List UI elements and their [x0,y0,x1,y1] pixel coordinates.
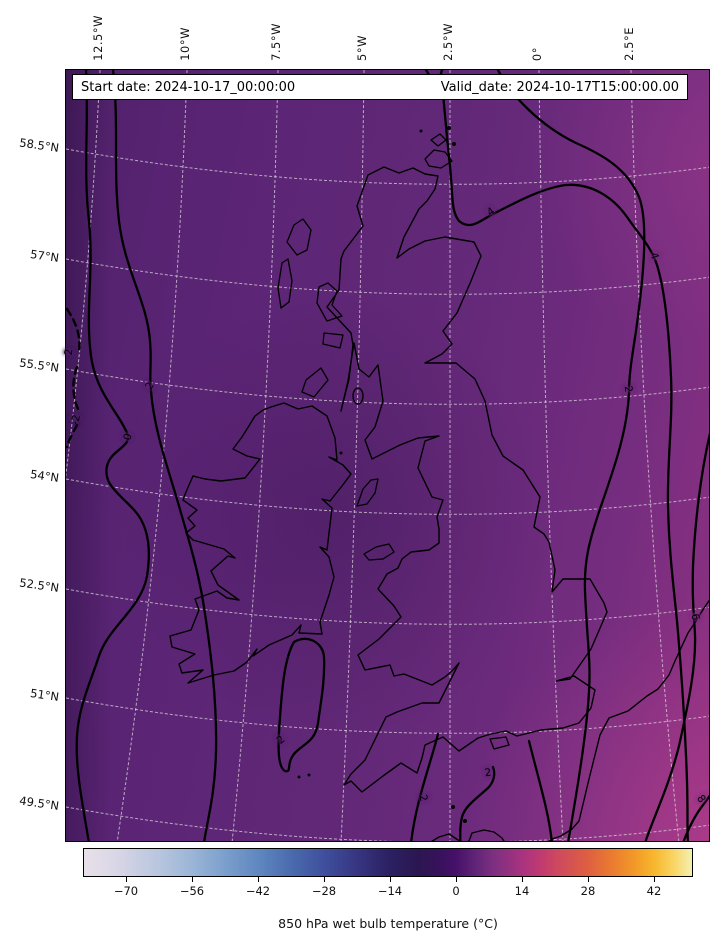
contour-label: 2 [62,348,76,356]
colorbar-tick-label: 28 [580,884,596,898]
valid-date-label: Valid_date: 2024-10-17T15:00:00.00 [440,79,679,95]
contour-lines [66,70,709,841]
contour-line-minus2 [66,307,81,449]
map-layers [66,70,709,841]
y-axis-tick-label: 52.5°N [18,575,60,595]
map-canvas [65,69,710,842]
contour-label: -2 [69,413,83,427]
y-axis-tick-label: 58.5°N [18,135,60,155]
colorbar-tick-mark [258,877,260,882]
colorbar-caption: 850 hPa wet bulb temperature (°C) [278,916,498,931]
colorbar-tick-label: −14 [377,884,403,898]
x-axis-tick-label: 12.5°W [91,15,105,61]
coastline-islands [277,126,510,823]
colorbar-tick-label: −42 [245,884,271,898]
colorbar-tick-label: 14 [514,884,530,898]
colorbar-tick-mark [126,877,128,882]
y-axis-tick-label: 57°N [29,247,60,265]
x-axis-tick-label: 0° [530,46,544,61]
colorbar-tick-mark [588,877,590,882]
colorbar-tick-mark [192,877,194,882]
contour-line-2-west [111,70,218,841]
graticule-meridians [66,70,680,841]
y-axis-tick-label: 55.5°N [18,355,60,375]
colorbar-tick-label: 42 [646,884,662,898]
x-axis-tick-label: 2.5°E [622,27,636,61]
colorbar-tick-mark [522,877,524,882]
coastline-continental-europe [430,599,709,841]
y-axis-tick-label: 54°N [29,467,60,485]
colorbar [83,848,693,877]
colorbar-tick-mark [654,877,656,882]
contour-label: 2 [483,766,493,780]
coastline-great-britain [326,166,608,793]
contour-line-2-celtic [277,637,326,773]
colorbar-tick-mark [324,877,326,882]
y-axis-tick-label: 49.5°N [18,793,60,813]
x-axis-tick-label: 2.5°W [441,23,455,61]
colorbar-tick-label: −70 [113,884,139,898]
x-axis-tick-label: 10°W [178,27,192,61]
start-date-label: Start date: 2024-10-17_00:00:00 [81,79,296,95]
x-axis-tick-label: 7.5°W [269,23,283,61]
x-axis-tick-label: 5°W [355,35,369,61]
colorbar-tick-label: 0 [452,884,460,898]
colorbar-tick-mark [456,877,458,882]
contour-line-2-channel-a [410,732,440,841]
colorbar-tick-mark [390,877,392,882]
contour-line-8 [682,794,709,841]
contour-label: 6 [688,612,702,622]
contour-line-2-channel-c [527,739,553,841]
y-axis-tick-label: 51°N [29,686,60,704]
colorbar-tick-label: −56 [179,884,205,898]
contour-label: 2 [621,384,635,394]
contour-line-2-east [496,70,646,841]
title-bar: Start date: 2024-10-17_00:00:00 Valid_da… [72,74,688,100]
contour-line-0 [75,70,150,841]
contour-line-6 [644,432,709,841]
coastline-ireland [169,402,352,684]
colorbar-tick-label: −28 [311,884,337,898]
contour-line-2-channel-b [459,765,496,841]
graticule-parallels [66,148,709,841]
